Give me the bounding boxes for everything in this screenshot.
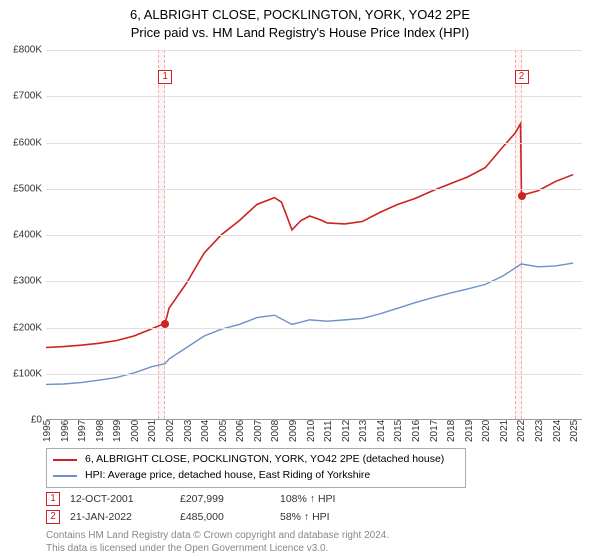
y-axis-label: £300K	[2, 276, 42, 287]
gridline	[46, 374, 582, 375]
x-axis-label: 2003	[183, 420, 194, 442]
legend-swatch-hpi-icon	[53, 475, 77, 477]
x-axis-label: 1997	[77, 420, 88, 442]
x-axis-label: 2004	[200, 420, 211, 442]
x-axis-label: 2014	[376, 420, 387, 442]
footer: Contains HM Land Registry data © Crown c…	[46, 530, 389, 555]
x-axis-label: 2000	[130, 420, 141, 442]
legend-row-property: 6, ALBRIGHT CLOSE, POCKLINGTON, YORK, YO…	[53, 452, 459, 468]
footer-line-2: This data is licensed under the Open Gov…	[46, 543, 389, 556]
y-axis-label: £200K	[2, 322, 42, 333]
sale-marker: 1	[158, 70, 172, 84]
x-axis-label: 1995	[42, 420, 53, 442]
gridline	[46, 235, 582, 236]
sale-marker: 2	[515, 70, 529, 84]
y-axis-label: £100K	[2, 368, 42, 379]
sale-dot-icon	[518, 192, 526, 200]
sale-pct: 58% ↑ HPI	[280, 511, 400, 523]
x-axis-label: 2011	[323, 420, 334, 442]
y-axis-label: £400K	[2, 230, 42, 241]
x-axis-label: 2017	[429, 420, 440, 442]
y-axis-label: £500K	[2, 183, 42, 194]
footer-line-1: Contains HM Land Registry data © Crown c…	[46, 530, 389, 543]
x-axis-label: 2015	[393, 420, 404, 442]
x-axis-label: 1998	[95, 420, 106, 442]
x-axis-label: 2022	[516, 420, 527, 442]
sale-pct: 108% ↑ HPI	[280, 493, 400, 505]
gridline	[46, 143, 582, 144]
x-axis-label: 2013	[358, 420, 369, 442]
x-axis-label: 1999	[112, 420, 123, 442]
sale-price: £485,000	[180, 511, 270, 523]
y-axis-label: £700K	[2, 91, 42, 102]
sale-row: 2 21-JAN-2022 £485,000 58% ↑ HPI	[46, 508, 506, 526]
legend-row-hpi: HPI: Average price, detached house, East…	[53, 468, 459, 484]
x-axis-label: 2008	[270, 420, 281, 442]
x-axis-label: 2016	[411, 420, 422, 442]
legend-swatch-property-icon	[53, 459, 77, 461]
gridline	[46, 281, 582, 282]
x-axis-label: 2019	[464, 420, 475, 442]
sale-dot-icon	[161, 320, 169, 328]
x-axis-label: 2006	[235, 420, 246, 442]
y-axis-label: £600K	[2, 137, 42, 148]
x-axis-label: 2009	[288, 420, 299, 442]
gridline	[46, 96, 582, 97]
legend-label-hpi: HPI: Average price, detached house, East…	[85, 468, 370, 484]
sale-date: 21-JAN-2022	[70, 511, 170, 523]
x-axis-label: 2012	[341, 420, 352, 442]
title-line-1: 6, ALBRIGHT CLOSE, POCKLINGTON, YORK, YO…	[0, 6, 600, 24]
gridline	[46, 328, 582, 329]
x-axis-label: 2024	[552, 420, 563, 442]
y-axis-label: £0	[2, 415, 42, 426]
x-axis-label: 2025	[569, 420, 580, 442]
sale-table: 1 12-OCT-2001 £207,999 108% ↑ HPI 2 21-JAN-20…	[46, 490, 506, 526]
gridline	[46, 50, 582, 51]
x-axis-label: 2021	[499, 420, 510, 442]
legend: 6, ALBRIGHT CLOSE, POCKLINGTON, YORK, YO…	[46, 448, 466, 488]
y-axis-label: £800K	[2, 45, 42, 56]
sale-price: £207,999	[180, 493, 270, 505]
sale-row: 1 12-OCT-2001 £207,999 108% ↑ HPI	[46, 490, 506, 508]
x-axis-label: 2005	[218, 420, 229, 442]
x-axis-label: 2018	[446, 420, 457, 442]
legend-label-property: 6, ALBRIGHT CLOSE, POCKLINGTON, YORK, YO…	[85, 452, 444, 468]
sale-date: 12-OCT-2001	[70, 493, 170, 505]
x-axis-label: 2020	[481, 420, 492, 442]
x-axis-label: 1996	[60, 420, 71, 442]
chart-plot-area: £0£100K£200K£300K£400K£500K£600K£700K£80…	[46, 50, 582, 420]
x-axis-label: 2002	[165, 420, 176, 442]
x-axis-label: 2001	[147, 420, 158, 442]
x-axis-label: 2010	[306, 420, 317, 442]
gridline	[46, 189, 582, 190]
sale-index-icon: 1	[46, 492, 60, 506]
chart-container: 6, ALBRIGHT CLOSE, POCKLINGTON, YORK, YO…	[0, 0, 600, 560]
x-axis-label: 2023	[534, 420, 545, 442]
title-block: 6, ALBRIGHT CLOSE, POCKLINGTON, YORK, YO…	[0, 0, 600, 41]
x-axis-label: 2007	[253, 420, 264, 442]
sale-index-icon: 2	[46, 510, 60, 524]
title-line-2: Price paid vs. HM Land Registry's House …	[0, 24, 600, 42]
